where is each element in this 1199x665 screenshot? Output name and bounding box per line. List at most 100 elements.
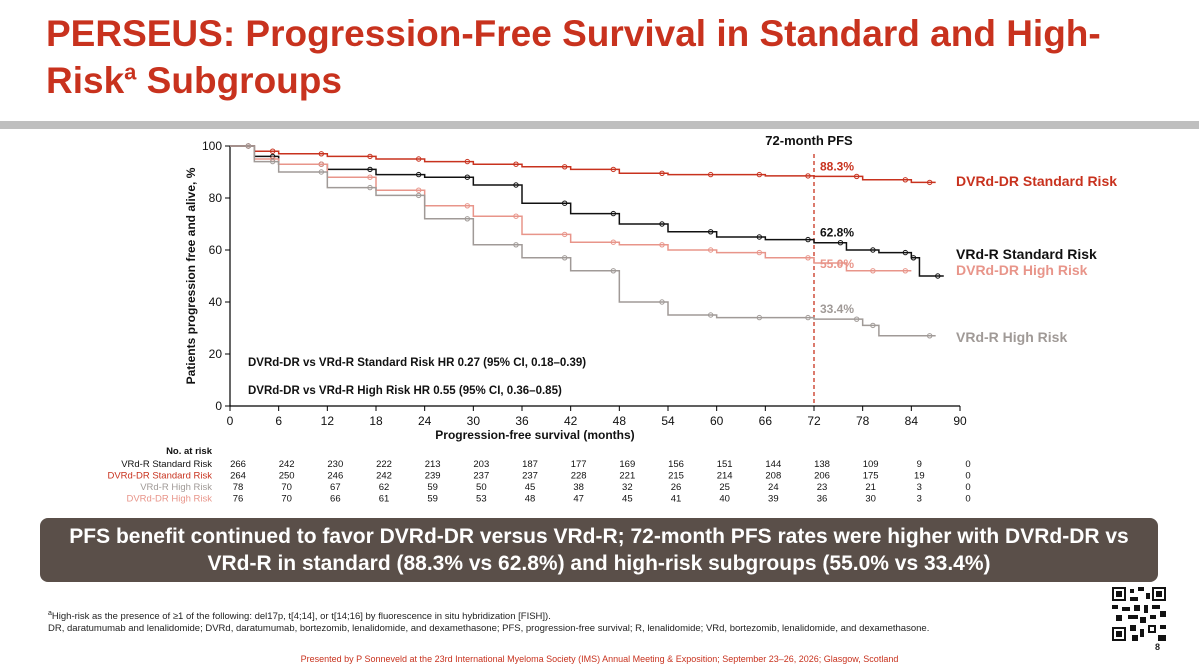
- x-axis-title: Progression-free survival (months): [435, 428, 634, 442]
- censor-mark: [561, 200, 568, 206]
- at-risk-value: 66: [330, 494, 341, 505]
- censor-mark: [561, 255, 568, 261]
- censor-mark: [245, 143, 252, 149]
- x-tick-label: 12: [321, 414, 335, 428]
- at-risk-value: 237: [522, 471, 538, 482]
- at-risk-value: 203: [473, 459, 489, 470]
- at-risk-value: 151: [717, 459, 733, 470]
- at-risk-value: 19: [914, 471, 925, 482]
- x-tick-label: 0: [227, 414, 234, 428]
- censor-mark: [805, 314, 811, 321]
- censor-mark: [464, 158, 471, 165]
- series-end-label: DVRd-DR Standard Risk: [956, 173, 1117, 189]
- at-risk-value: 32: [622, 482, 633, 493]
- title-divider: [0, 121, 1199, 129]
- at-risk-value: 213: [425, 459, 441, 470]
- censor-mark: [805, 236, 811, 243]
- series-end-label: VRd-R High Risk: [956, 329, 1067, 345]
- title-superscript: a: [124, 59, 137, 85]
- pfs-rate-label: 88.3%: [820, 159, 854, 173]
- censor-mark: [415, 187, 422, 193]
- x-tick-label: 78: [856, 414, 870, 428]
- pfs-rate-label: 55.0%: [820, 257, 854, 271]
- censor-mark: [318, 161, 325, 167]
- title-main: PERSEUS: Progression-Free Survival in St…: [46, 13, 1101, 101]
- at-risk-row-label: VRd-R Standard Risk: [121, 459, 212, 470]
- at-risk-value: 59: [427, 494, 438, 505]
- censor-mark: [756, 234, 763, 240]
- at-risk-value: 242: [376, 471, 392, 482]
- at-risk-value: 50: [476, 482, 487, 493]
- at-risk-value: 242: [279, 459, 295, 470]
- presenter-credit: Presented by P Sonneveld at the 23rd Int…: [300, 654, 899, 664]
- series-line: [230, 145, 912, 272]
- at-risk-value: 0: [965, 471, 970, 482]
- censor-mark: [659, 221, 665, 227]
- at-risk-value: 21: [865, 482, 876, 493]
- at-risk-row-label: VRd-R High Risk: [140, 482, 212, 493]
- at-risk-value: 48: [525, 494, 536, 505]
- censor-mark: [367, 153, 373, 160]
- censor-mark: [561, 231, 568, 238]
- censor-mark: [513, 161, 519, 167]
- at-risk-value: 208: [765, 471, 781, 482]
- at-risk-value: 177: [571, 459, 587, 470]
- y-tick-label: 80: [209, 191, 223, 205]
- at-risk-value: 230: [327, 459, 343, 470]
- at-risk-value: 239: [425, 471, 441, 482]
- censor-mark: [513, 213, 519, 219]
- x-tick-label: 18: [369, 414, 383, 428]
- y-tick-label: 0: [215, 399, 222, 413]
- slide-title: PERSEUS: Progression-Free Survival in St…: [46, 10, 1146, 104]
- censor-mark: [464, 216, 471, 222]
- at-risk-value: 266: [230, 459, 246, 470]
- y-axis-title: Patients progression free and alive, %: [184, 167, 198, 384]
- pfs-rate-label: 33.4%: [820, 302, 854, 316]
- at-risk-value: 144: [765, 459, 781, 470]
- x-tick-label: 90: [953, 414, 967, 428]
- at-risk-value: 30: [865, 494, 876, 505]
- censor-mark: [269, 148, 276, 154]
- censor-mark: [902, 268, 909, 274]
- at-risk-value: 3: [917, 494, 922, 505]
- at-risk-value: 76: [233, 494, 244, 505]
- censor-mark: [756, 171, 763, 178]
- y-tick-label: 60: [209, 243, 223, 257]
- censor-mark: [659, 299, 665, 305]
- at-risk-value: 169: [619, 459, 635, 470]
- at-risk-value: 45: [525, 482, 536, 493]
- at-risk-value: 250: [279, 471, 295, 482]
- at-risk-value: 206: [814, 471, 830, 482]
- x-tick-label: 72: [807, 414, 821, 428]
- censor-mark: [659, 170, 665, 176]
- censor-mark: [926, 333, 933, 339]
- censor-mark: [926, 179, 933, 186]
- at-risk-value: 59: [427, 482, 438, 493]
- censor-mark: [902, 249, 909, 256]
- summary-banner: PFS benefit continued to favor DVRd-DR v…: [40, 518, 1158, 582]
- series-end-label: VRd-R Standard Risk: [956, 246, 1097, 262]
- footnote-abbreviations: DR, daratumumab and lenalidomide; DVRd, …: [48, 623, 930, 634]
- x-tick-label: 36: [515, 414, 529, 428]
- at-risk-value: 40: [719, 494, 730, 505]
- x-tick-label: 6: [275, 414, 282, 428]
- at-risk-value: 24: [768, 482, 779, 493]
- at-risk-row-label: DVRd-DR Standard Risk: [107, 471, 212, 482]
- censor-mark: [870, 247, 876, 253]
- censor-mark: [902, 177, 909, 183]
- at-risk-value: 41: [671, 494, 682, 505]
- censor-mark: [415, 171, 422, 178]
- at-risk-value: 215: [668, 471, 684, 482]
- at-risk-value: 0: [965, 482, 970, 493]
- at-risk-header: No. at risk: [166, 446, 213, 457]
- censor-mark: [756, 249, 763, 256]
- censor-mark: [610, 268, 617, 274]
- title-end: Subgroups: [136, 60, 342, 101]
- series-line: [230, 145, 936, 184]
- at-risk-value: 3: [917, 482, 922, 493]
- at-risk-value: 70: [281, 482, 292, 493]
- hazard-ratio-text: DVRd-DR vs VRd-R Standard Risk HR 0.27 (…: [248, 357, 586, 369]
- at-risk-value: 214: [717, 471, 733, 482]
- censor-mark: [707, 171, 714, 178]
- qr-code-icon[interactable]: [1112, 587, 1166, 641]
